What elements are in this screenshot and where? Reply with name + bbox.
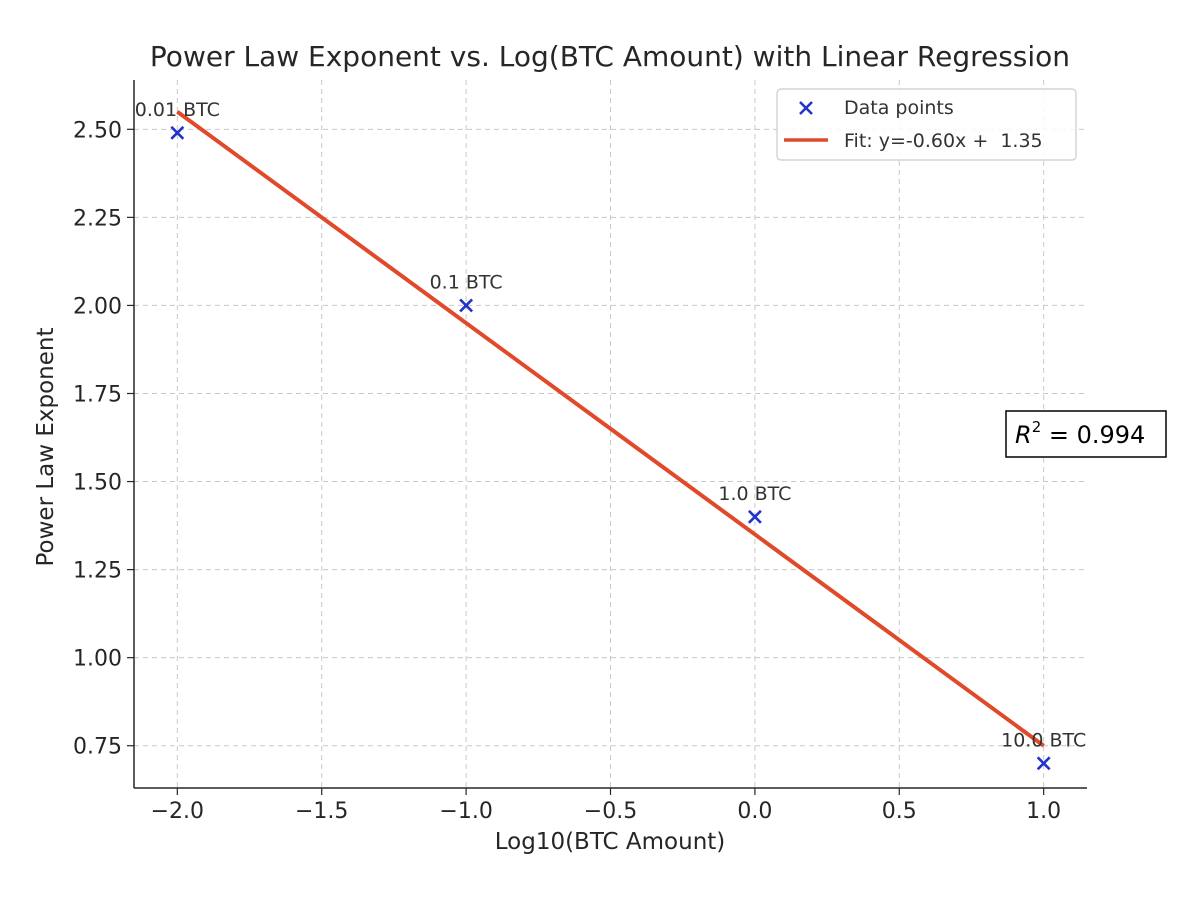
y-tick-label: 0.75 [73, 735, 122, 760]
r-squared-value: = 0.994 [1041, 421, 1145, 449]
legend: Data points Fit: y=-0.60x + 1.35 [776, 88, 1077, 161]
data-point [170, 125, 185, 140]
x-tick-label: −1.5 [295, 799, 348, 824]
data-point-label: 0.1 BTC [430, 271, 503, 293]
r-squared-exponent: 2 [1032, 418, 1042, 436]
y-tick-label: 2.25 [73, 206, 122, 231]
r-squared-box [1005, 410, 1167, 458]
r-squared-base: R [1015, 421, 1032, 449]
legend-scatter-label: Data points [844, 97, 954, 119]
x-tick-label: −1.0 [439, 799, 492, 824]
data-point-label: 10.0 BTC [1001, 729, 1086, 751]
ticks: −2.0 −1.5 −1.0 −0.5 0.0 0.5 1.0 0.75 1.00 1.25 1.5… [73, 118, 1061, 824]
x-tick-label: −0.5 [584, 799, 637, 824]
legend-fit-label: Fit: y=-0.60x + 1.35 [844, 130, 1043, 152]
r-squared-text: R2 = 0.994 [1015, 418, 1145, 449]
x-axis-label: Log10(BTC Amount) [495, 829, 726, 855]
legend-scatter-marker [799, 101, 813, 115]
x-tick-label: −2.0 [151, 799, 204, 824]
data-point [1036, 756, 1051, 771]
legend-box [776, 88, 1077, 161]
legend-x-marker [799, 101, 813, 115]
data-point-label: 1.0 BTC [718, 483, 791, 505]
x-tick-label: 0.0 [737, 799, 772, 824]
data-point [747, 509, 762, 524]
y-tick-label: 1.25 [73, 559, 122, 584]
y-tick-label: 1.00 [73, 647, 122, 672]
data-point [459, 298, 474, 313]
y-tick-label: 2.00 [73, 294, 122, 319]
y-tick-label: 1.50 [73, 471, 122, 496]
x-tick-label: 1.0 [1026, 799, 1061, 824]
r-squared-annotation: R2 = 0.994 [1005, 410, 1167, 458]
y-tick-label: 1.75 [73, 382, 122, 407]
chart-title: Power Law Exponent vs. Log(BTC Amount) w… [150, 40, 1070, 73]
fit-line-layer [176, 110, 1045, 748]
x-tick-label: 0.5 [882, 799, 917, 824]
data-points-layer: 0.01 BTC 0.1 BTC 1.0 BTC 10.0 BTC [135, 99, 1086, 771]
y-axis-label: Power Law Exponent [33, 327, 59, 566]
data-point-label: 0.01 BTC [135, 99, 220, 121]
y-tick-label: 2.50 [73, 118, 122, 143]
fit-line [176, 110, 1045, 748]
